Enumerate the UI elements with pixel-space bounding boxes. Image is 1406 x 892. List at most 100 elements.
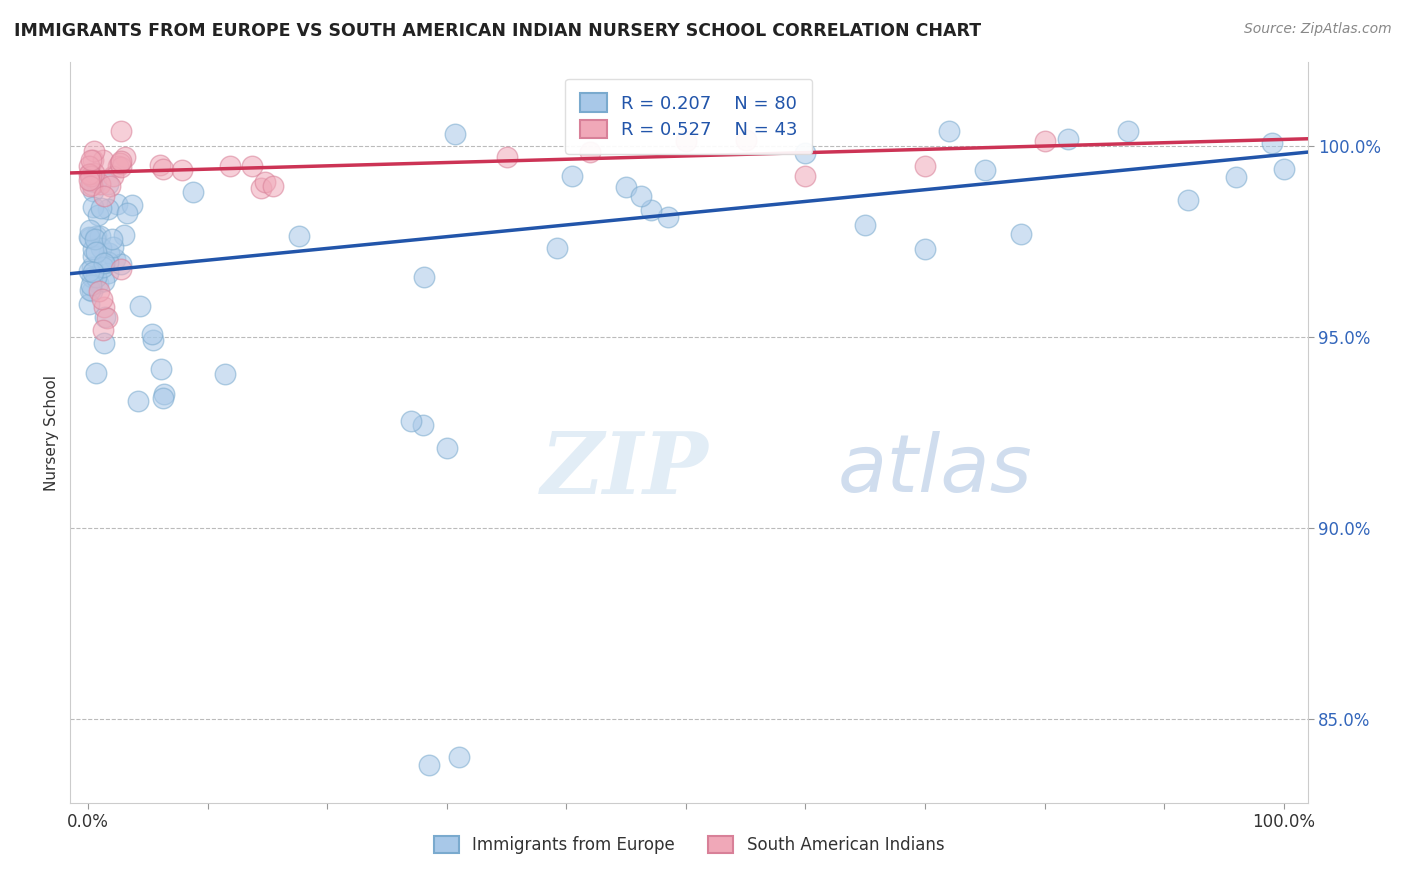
Point (114, 151, 136, 165)
Point (100, 232, 122, 246)
Point (82, 200, 104, 214)
Point (412, 269, 434, 284)
Point (97, 177, 120, 191)
Point (914, 243, 936, 257)
Point (853, 219, 876, 233)
Point (79, 297, 101, 311)
Point (93, 274, 115, 288)
Point (436, 441, 458, 455)
Point (97, 202, 120, 216)
Point (79, 179, 101, 194)
Point (83, 166, 105, 180)
Point (152, 386, 174, 401)
Point (93, 300, 115, 314)
Point (128, 299, 150, 313)
Point (172, 162, 194, 177)
Point (1272, 162, 1295, 177)
Point (84, 269, 107, 284)
Point (914, 159, 936, 173)
Point (794, 145, 817, 160)
Point (79, 159, 101, 173)
Point (640, 203, 662, 218)
Point (93, 189, 115, 203)
Point (412, 417, 434, 432)
Point (546, 241, 568, 255)
Point (794, 169, 817, 183)
Point (1033, 134, 1056, 148)
Point (83, 144, 105, 158)
Point (495, 150, 517, 164)
Point (127, 393, 149, 408)
Point (87, 208, 110, 222)
Point (82, 153, 104, 168)
Point (91, 322, 114, 336)
Point (101, 239, 124, 253)
Point (657, 210, 679, 224)
Point (91, 153, 114, 168)
Point (149, 158, 172, 172)
Point (110, 261, 132, 276)
Point (110, 154, 132, 169)
Point (84, 229, 107, 244)
Point (110, 124, 132, 138)
Point (938, 124, 960, 138)
Point (1225, 169, 1247, 184)
Point (79, 173, 101, 187)
Point (250, 180, 273, 194)
Point (152, 161, 174, 176)
Point (614, 179, 637, 194)
Point (96, 254, 118, 268)
Point (82, 184, 104, 198)
Point (82, 178, 104, 193)
Point (181, 185, 204, 199)
Point (97, 267, 120, 281)
Text: IMMIGRANTS FROM EUROPE VS SOUTH AMERICAN INDIAN NURSERY SCHOOL CORRELATION CHART: IMMIGRANTS FROM EUROPE VS SOUTH AMERICAN… (14, 22, 981, 40)
Point (90, 241, 112, 255)
Point (84, 245, 107, 260)
Point (91, 260, 114, 274)
Point (242, 159, 264, 173)
Point (84, 175, 107, 189)
Point (630, 189, 652, 203)
Point (444, 127, 467, 141)
Point (108, 155, 131, 169)
Point (1177, 194, 1199, 208)
Text: Source: ZipAtlas.com: Source: ZipAtlas.com (1244, 22, 1392, 37)
Point (734, 133, 756, 147)
Point (79, 167, 101, 181)
Point (89, 178, 111, 192)
Text: atlas: atlas (838, 431, 1032, 508)
Point (79, 264, 101, 278)
Point (1116, 124, 1139, 138)
Legend: Immigrants from Europe, South American Indians: Immigrants from Europe, South American I… (427, 830, 950, 861)
Point (79, 222, 101, 236)
Point (288, 228, 311, 243)
Point (90, 201, 112, 215)
Point (149, 362, 172, 376)
Point (105, 196, 128, 211)
Y-axis label: Nursery School: Nursery School (44, 375, 59, 491)
Point (87, 277, 110, 291)
Point (89, 228, 111, 243)
Point (1260, 136, 1282, 150)
Point (214, 368, 236, 382)
Point (399, 414, 422, 428)
Point (561, 169, 583, 183)
Point (80, 278, 103, 293)
Point (82, 265, 104, 279)
Point (110, 257, 132, 271)
Point (141, 327, 163, 342)
Point (418, 757, 440, 772)
Point (675, 134, 697, 148)
Point (83, 232, 105, 246)
Point (93, 255, 115, 269)
Point (98, 178, 121, 193)
Point (142, 333, 165, 347)
Point (80, 285, 103, 299)
Point (93, 335, 115, 350)
Point (152, 391, 174, 405)
Point (82, 242, 104, 256)
Point (82, 249, 104, 263)
Point (84, 366, 107, 380)
Point (104, 252, 127, 267)
